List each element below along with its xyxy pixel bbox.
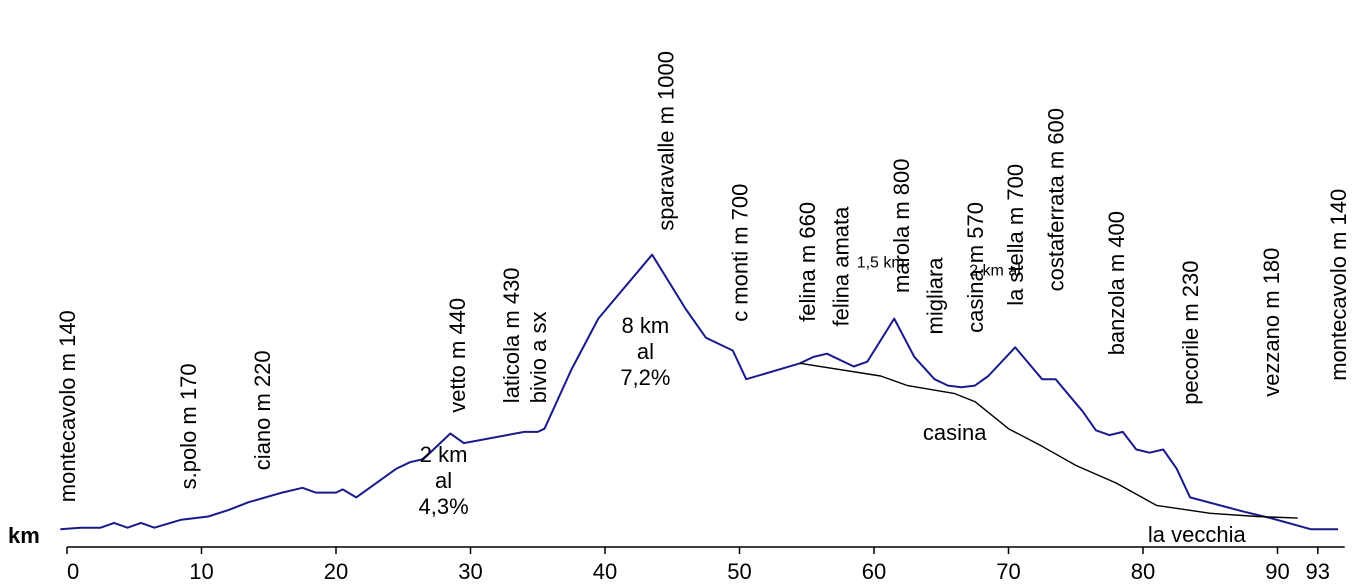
place-label: s.polo m 170 bbox=[176, 363, 201, 489]
place-label: la stella m 700 bbox=[1003, 164, 1028, 306]
x-tick-label: 30 bbox=[458, 559, 482, 584]
place-label: banzola m 400 bbox=[1104, 211, 1129, 355]
place-label: casina m 570 bbox=[963, 202, 988, 333]
x-tick-label: 70 bbox=[996, 559, 1020, 584]
x-tick-label: 40 bbox=[593, 559, 617, 584]
annotation-text: 7,2% bbox=[620, 365, 670, 390]
place-label: costaferrata m 600 bbox=[1044, 108, 1069, 291]
place-label: felina amata bbox=[828, 206, 853, 327]
place-label: sparavalle m 1000 bbox=[654, 51, 679, 231]
annotation-text: 2 km bbox=[420, 442, 468, 467]
annotation-text: 2 km al bbox=[969, 263, 1021, 280]
place-label: montecavolo m 140 bbox=[1326, 189, 1351, 381]
annotation-text: al bbox=[637, 339, 654, 364]
place-label: ciano m 220 bbox=[250, 350, 275, 470]
place-label: pecorile m 230 bbox=[1178, 260, 1203, 404]
annotation-text: la vecchia bbox=[1148, 522, 1247, 547]
place-label: laticola m 430 bbox=[499, 267, 524, 403]
place-label: felina m 660 bbox=[795, 202, 820, 322]
x-tick-label: 50 bbox=[727, 559, 751, 584]
x-tick-label: 0 bbox=[67, 559, 79, 584]
annotation-text: 8 km bbox=[622, 313, 670, 338]
x-tick-label: 60 bbox=[862, 559, 886, 584]
annotation-text: casina bbox=[923, 420, 987, 445]
annotation-text: 4,3% bbox=[419, 494, 469, 519]
x-tick-label: 20 bbox=[324, 559, 348, 584]
place-label: vezzano m 180 bbox=[1259, 248, 1284, 397]
annotation-text: al bbox=[435, 468, 452, 493]
place-label: vetto m 440 bbox=[445, 298, 470, 413]
x-tick-label: 80 bbox=[1131, 559, 1155, 584]
x-axis: km 0 10 20 30 40 50 60 70 80 90 93 bbox=[8, 523, 1345, 584]
x-tick-label: 90 bbox=[1265, 559, 1289, 584]
series-line-main bbox=[60, 253, 1338, 531]
place-label: c monti m 700 bbox=[728, 184, 753, 322]
plot-lines bbox=[60, 253, 1338, 531]
series-line-variant bbox=[799, 362, 1298, 519]
x-tick-label: 10 bbox=[189, 559, 213, 584]
x-axis-title: km bbox=[8, 523, 40, 548]
place-label: migliara bbox=[923, 257, 948, 335]
x-tick-label: 93 bbox=[1306, 559, 1330, 584]
place-labels: montecavolo m 140 s.polo m 170 ciano m 220… bbox=[55, 51, 1351, 502]
annotation-text: 1,5 km bbox=[857, 255, 905, 272]
place-label: marola m 800 bbox=[889, 158, 914, 293]
place-label: montecavolo m 140 bbox=[55, 310, 80, 502]
place-label: bivio a sx bbox=[526, 311, 551, 403]
